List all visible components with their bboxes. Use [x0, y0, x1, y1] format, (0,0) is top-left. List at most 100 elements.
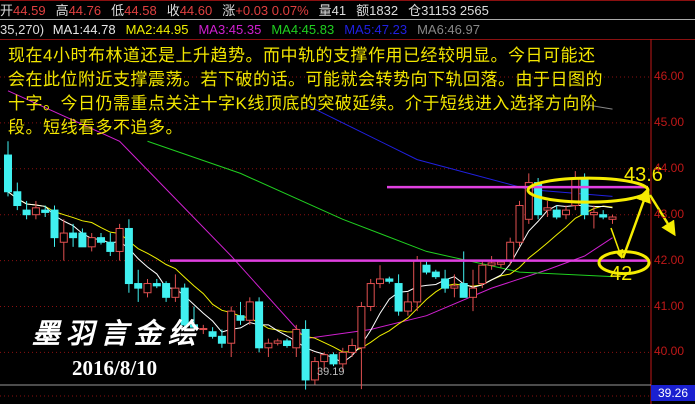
candle: [199, 324, 208, 335]
candle: [469, 269, 477, 312]
y-tick-label: 42.00: [654, 252, 685, 267]
candle: [543, 200, 552, 217]
quote-value: 44.76: [68, 3, 102, 18]
candle: [301, 320, 310, 390]
candle-body: [469, 287, 477, 298]
candle-body: [608, 216, 617, 220]
candle: [217, 329, 226, 348]
candle: [562, 205, 570, 220]
candle-body: [338, 351, 347, 365]
ma-value: MA4:45.83: [271, 22, 335, 37]
candle: [338, 347, 347, 371]
candle: [227, 306, 236, 357]
quote-value: 31153 2565: [421, 3, 489, 18]
ma-value: MA1:44.78: [52, 22, 116, 37]
quote-item: 低44.58: [111, 3, 162, 18]
candle-body: [134, 283, 143, 289]
quote-value: 44.58: [124, 3, 157, 18]
quote-value: 1832: [369, 3, 399, 18]
candle-body: [450, 285, 459, 289]
candle-body: [422, 264, 431, 273]
candle: [143, 278, 152, 298]
candle-body: [301, 328, 310, 381]
callout-lower: 42: [610, 263, 633, 285]
quote-value: +0.03 0.07%: [235, 3, 309, 18]
candle-body: [264, 342, 273, 349]
candle-body: [87, 237, 96, 248]
candle-body: [366, 283, 375, 307]
low-price-marker: 39.19: [317, 366, 345, 378]
candle: [552, 205, 561, 220]
ma-line-ma2: [7, 191, 613, 353]
candle: [580, 173, 589, 220]
candle-body: [115, 227, 124, 252]
candle-body: [22, 209, 31, 216]
candle: [441, 269, 450, 293]
candle: [171, 274, 180, 302]
signature-logo: 墨羽言金绘: [32, 317, 203, 350]
candle-body: [50, 209, 59, 239]
candle-body: [589, 211, 598, 216]
candle: [245, 297, 254, 325]
candle-body: [329, 354, 338, 365]
candle-body: [97, 237, 105, 243]
candle: [69, 223, 78, 247]
candle: [264, 338, 273, 357]
candle: [403, 292, 412, 316]
ma-line-ma5: [305, 104, 613, 197]
candle-body: [543, 207, 552, 211]
candle: [31, 200, 40, 220]
candle-body: [41, 209, 50, 213]
ma-value: MA5:47.23: [344, 22, 408, 37]
quote-bar: 开44.59 高44.76 低44.58 收44.60 涨+0.03 0.07% 量41 额…: [0, 0, 695, 20]
candle: [599, 210, 608, 220]
candle: [422, 260, 431, 275]
candle-body: [580, 177, 589, 216]
candle-body: [292, 328, 301, 349]
candle-body: [171, 287, 180, 298]
candle: [413, 256, 422, 312]
candle-body: [162, 283, 171, 298]
quote-item: 涨+0.03 0.07%: [222, 3, 313, 18]
candle: [50, 205, 59, 247]
ma-line-ma3: [7, 90, 613, 340]
quote-value: 44.59: [13, 3, 46, 18]
candle-body: [376, 278, 384, 285]
date-label: 2016/8/10: [72, 356, 158, 380]
candle-body: [208, 331, 217, 337]
candle-body: [431, 271, 440, 278]
arrow-up-to-resistance: [621, 187, 651, 259]
ma-line-ma4: [147, 140, 613, 278]
candle: [152, 278, 161, 289]
candle: [124, 219, 133, 293]
candle: [273, 338, 282, 346]
candle: [292, 324, 301, 357]
candle: [450, 274, 459, 298]
candle: [459, 251, 468, 298]
quote-value: 44.60: [179, 3, 213, 18]
candle-body: [245, 301, 254, 321]
candle-body: [273, 340, 282, 344]
candle-body: [236, 315, 245, 321]
candle-body: [106, 241, 115, 252]
y-tick-label: 41.00: [654, 298, 685, 313]
candle: [376, 265, 384, 289]
quote-label: 开: [0, 3, 14, 18]
candle-body: [199, 328, 208, 331]
candle-body: [515, 205, 524, 243]
candle: [41, 205, 50, 217]
candle-body: [496, 261, 505, 265]
candle-body: [478, 264, 487, 285]
quote-item: 开44.59: [0, 3, 51, 18]
candle-body: [124, 227, 133, 285]
analysis-note: 现在4小时布林道还是上升趋势。而中轨的支撑作用已经较明显。今日可能还会在此位附近…: [8, 46, 603, 137]
ma-prefix: 35,270): [0, 22, 45, 37]
callout-upper: 43.6: [624, 164, 663, 186]
candle: [87, 233, 96, 252]
y-tick-label: 44.00: [654, 160, 685, 175]
quote-label: 收: [166, 3, 180, 18]
candle: [515, 200, 524, 247]
candle: [22, 200, 31, 220]
quote-item: 量41: [319, 3, 351, 18]
quote-label: 仓: [408, 3, 422, 18]
